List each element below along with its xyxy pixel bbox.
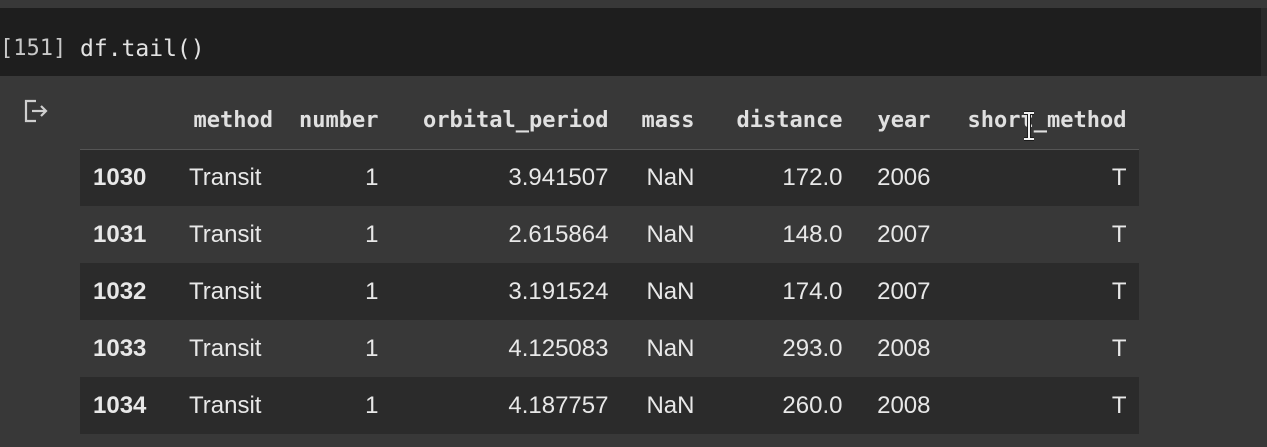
table-cell: 3.941507 bbox=[508, 163, 609, 191]
table-cell: 148.0 bbox=[782, 220, 843, 248]
table-cell: 1 bbox=[365, 391, 379, 419]
table-cell: 2006 bbox=[877, 163, 931, 191]
table-cell: NaN bbox=[646, 163, 695, 191]
column-header-year: year bbox=[855, 92, 944, 150]
table-cell: 1 bbox=[365, 163, 379, 191]
table-cell: 4.125083 bbox=[508, 334, 609, 362]
column-header-mass: mass bbox=[621, 92, 708, 150]
table-cell: 2008 bbox=[877, 334, 931, 362]
table-row: 1031 Transit 1 2.615864 NaN 148.0 2007 T bbox=[80, 206, 1140, 263]
output-redirect-icon[interactable] bbox=[22, 98, 52, 126]
dataframe-output-table: method number orbital_period mass distan… bbox=[80, 92, 1140, 434]
row-index: 1032 bbox=[93, 277, 147, 305]
row-index: 1033 bbox=[93, 334, 147, 362]
column-header-short-method: short_method bbox=[943, 92, 1140, 150]
table-cell: 4.187757 bbox=[508, 391, 609, 419]
table-cell: NaN bbox=[646, 391, 695, 419]
table-cell: 1 bbox=[365, 220, 379, 248]
execution-count: [151] bbox=[0, 36, 67, 61]
table-cell: Transit bbox=[189, 220, 262, 248]
table-cell: T bbox=[1111, 334, 1127, 362]
table-cell: Transit bbox=[189, 391, 262, 419]
row-index: 1031 bbox=[93, 220, 147, 248]
table-header-row: method number orbital_period mass distan… bbox=[80, 92, 1140, 150]
row-index: 1030 bbox=[93, 163, 147, 191]
table-row: 1030 Transit 1 3.941507 NaN 172.0 2006 T bbox=[80, 149, 1140, 206]
table-cell: T bbox=[1111, 163, 1127, 191]
column-header-method: method bbox=[176, 92, 286, 150]
row-index: 1034 bbox=[93, 391, 147, 419]
table-cell: 2007 bbox=[877, 277, 931, 305]
table-cell: 2008 bbox=[877, 391, 931, 419]
table-cell: NaN bbox=[646, 334, 695, 362]
table-cell: 2.615864 bbox=[508, 220, 609, 248]
table-cell: 2007 bbox=[877, 220, 931, 248]
column-header-number: number bbox=[286, 92, 392, 150]
table-cell: 293.0 bbox=[782, 334, 843, 362]
table-row: 1034 Transit 1 4.187757 NaN 260.0 2008 T bbox=[80, 377, 1140, 434]
table-row: 1032 Transit 1 3.191524 NaN 174.0 2007 T bbox=[80, 263, 1140, 320]
table-row: 1033 Transit 1 4.125083 NaN 293.0 2008 T bbox=[80, 320, 1140, 377]
table-cell: 172.0 bbox=[782, 163, 843, 191]
column-header-orbital-period: orbital_period bbox=[391, 92, 622, 150]
table-cell: Transit bbox=[189, 277, 262, 305]
table-cell: Transit bbox=[189, 163, 262, 191]
text-cursor-icon bbox=[1021, 110, 1037, 142]
table-cell: 1 bbox=[365, 277, 379, 305]
table-cell: NaN bbox=[646, 220, 695, 248]
index-header bbox=[80, 92, 176, 150]
table-cell: Transit bbox=[189, 334, 262, 362]
code-editor-text[interactable]: df.tail() bbox=[80, 36, 205, 62]
table-cell: 260.0 bbox=[782, 391, 843, 419]
table-cell: 174.0 bbox=[782, 277, 843, 305]
table-cell: 1 bbox=[365, 334, 379, 362]
table-cell: NaN bbox=[646, 277, 695, 305]
table-cell: T bbox=[1111, 220, 1127, 248]
column-header-distance: distance bbox=[707, 92, 856, 150]
table-cell: 3.191524 bbox=[508, 277, 609, 305]
code-cell[interactable]: [151] df.tail() bbox=[0, 8, 1267, 76]
code-cell-scrollbar[interactable] bbox=[1261, 8, 1267, 76]
table-cell: T bbox=[1111, 391, 1127, 419]
table-cell: T bbox=[1111, 277, 1127, 305]
